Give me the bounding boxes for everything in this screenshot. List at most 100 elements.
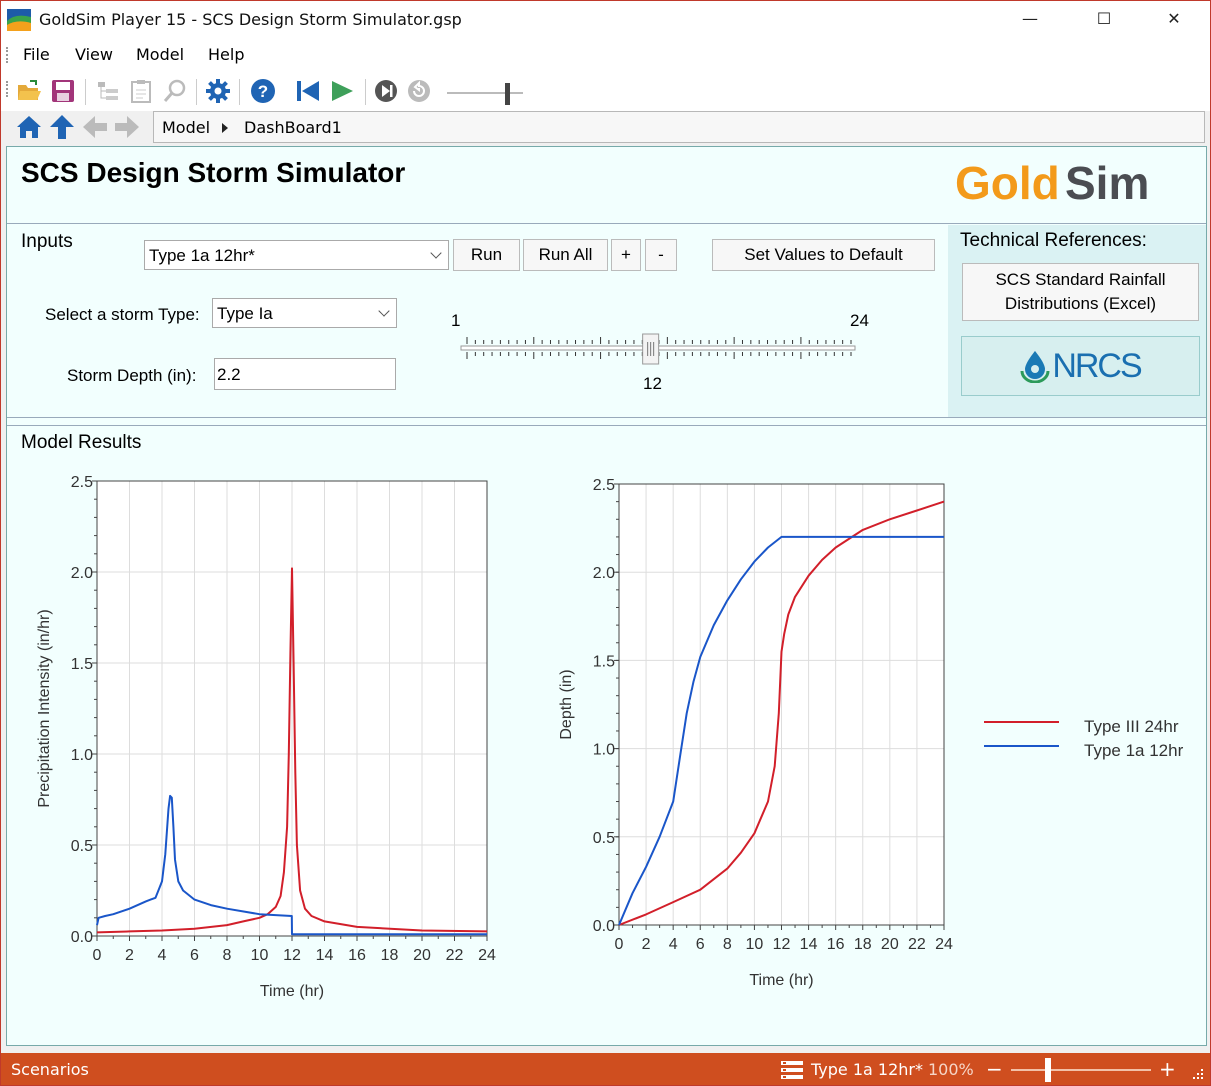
- zoom-in-button[interactable]: +: [1159, 1057, 1176, 1081]
- technical-references-label: Technical References:: [960, 230, 1147, 251]
- speed-slider[interactable]: [447, 83, 523, 105]
- forward-arrow-icon[interactable]: [113, 113, 141, 141]
- storm-type-dropdown[interactable]: Type Ia: [212, 298, 397, 328]
- x-tick-label: 8: [223, 947, 232, 964]
- run-button[interactable]: Run: [453, 239, 520, 271]
- legend-type-iii: Type III 24hr: [1084, 717, 1179, 736]
- active-scenario-label: Type 1a 12hr*: [811, 1060, 923, 1079]
- run-icon[interactable]: [328, 77, 356, 105]
- step-icon[interactable]: [372, 77, 400, 105]
- water-drop-icon: [1020, 351, 1050, 383]
- x-tick-label: 24: [478, 947, 496, 964]
- run-all-button[interactable]: Run All: [523, 239, 608, 271]
- logo-sim-text: Sim: [1065, 157, 1149, 207]
- open-folder-icon[interactable]: [15, 77, 43, 105]
- set-default-button[interactable]: Set Values to Default: [712, 239, 935, 271]
- plot-frame: [96, 480, 488, 937]
- y-tick-label: 0.5: [71, 838, 93, 855]
- inputs-section-label: Inputs: [21, 231, 73, 252]
- scenarios-status-label[interactable]: Scenarios: [11, 1060, 89, 1079]
- up-arrow-icon[interactable]: [48, 113, 76, 141]
- x-tick-label: 6: [696, 936, 705, 953]
- minimize-button[interactable]: —: [1022, 9, 1038, 28]
- window-title: GoldSim Player 15 - SCS Design Storm Sim…: [39, 10, 462, 29]
- home-icon[interactable]: [15, 113, 43, 141]
- x-tick-label: 2: [125, 947, 134, 964]
- slider-thumb[interactable]: [642, 333, 660, 365]
- storm-depth-input[interactable]: 2.2: [214, 358, 396, 390]
- breadcrumb-separator-icon[interactable]: [222, 123, 228, 133]
- scenario-dropdown[interactable]: Type 1a 12hr*: [144, 240, 449, 270]
- y-tick-label: 0.0: [71, 929, 93, 946]
- chevron-down-icon: [430, 247, 442, 259]
- x-tick-label: 12: [283, 947, 301, 964]
- model-results-label: Model Results: [21, 432, 142, 453]
- zoom-slider[interactable]: [1011, 1069, 1151, 1071]
- chart-legend: Type III 24hr Type 1a 12hr: [984, 717, 1184, 760]
- x-tick-label: 20: [881, 936, 899, 953]
- technical-references-panel: Technical References: SCS Standard Rainf…: [948, 225, 1206, 417]
- scenario-dropdown-value: Type 1a 12hr*: [149, 246, 255, 265]
- help-icon[interactable]: ?: [249, 77, 277, 105]
- x-tick-label: 10: [746, 936, 764, 953]
- navigation-bar: Model DashBoard1: [1, 111, 1210, 145]
- scs-distributions-excel-button[interactable]: SCS Standard Rainfall Distributions (Exc…: [962, 263, 1199, 321]
- slider-max-label: 24: [850, 311, 869, 330]
- menu-help[interactable]: Help: [208, 45, 245, 64]
- nrcs-link-button[interactable]: NRCS: [961, 336, 1200, 396]
- reset-icon[interactable]: [405, 77, 433, 105]
- series-line-type-1a-12hr: [96, 794, 487, 936]
- y-tick-label: 2.0: [593, 565, 615, 582]
- zoom-slider-thumb[interactable]: [1045, 1058, 1051, 1082]
- close-button[interactable]: ✕: [1167, 9, 1181, 28]
- storm-type-label: Select a storm Type:: [45, 305, 200, 324]
- y-tick-label: 1.0: [593, 742, 615, 759]
- breadcrumb-dashboard[interactable]: DashBoard1: [244, 118, 342, 137]
- add-scenario-button[interactable]: +: [611, 239, 641, 271]
- speed-slider-thumb[interactable]: [505, 83, 510, 105]
- back-arrow-icon[interactable]: [81, 113, 109, 141]
- save-icon[interactable]: [49, 77, 77, 105]
- status-bar: Scenarios Type 1a 12hr* 100% − +: [1, 1053, 1210, 1085]
- series-line-type-iii-24hr: [618, 500, 945, 926]
- menu-view[interactable]: View: [75, 45, 113, 64]
- x-tick-label: 4: [669, 936, 678, 953]
- clipboard-icon[interactable]: [127, 77, 155, 105]
- y-tick-label: 1.5: [593, 653, 615, 670]
- slider-min-label: 1: [451, 311, 461, 330]
- y-tick-label: 0.5: [593, 830, 615, 847]
- goldsim-app-icon: [7, 9, 31, 31]
- menu-file[interactable]: File: [23, 45, 50, 64]
- nrcs-text: NRCS: [1052, 346, 1142, 385]
- toolbar-separator: [85, 79, 86, 105]
- scenario-list-icon[interactable]: [781, 1061, 803, 1079]
- title-bar: GoldSim Player 15 - SCS Design Storm Sim…: [1, 1, 1210, 39]
- storm-duration-slider[interactable]: [459, 333, 859, 367]
- precipitation-intensity-chart: 0 2 4 6 8 10 12 14 16 18 20 22 240.00.51.01.52.02.5T…: [36, 474, 496, 1000]
- tree-icon[interactable]: [94, 77, 122, 105]
- logo-gold-text: Gold: [955, 157, 1060, 207]
- zoom-level: 100%: [928, 1060, 974, 1079]
- file-name: - SCS Design Storm Simulator.gsp: [186, 10, 462, 29]
- y-tick-label: 1.0: [71, 747, 93, 764]
- x-tick-label: 10: [251, 947, 269, 964]
- zoom-out-button[interactable]: −: [986, 1057, 1003, 1081]
- breadcrumb: Model DashBoard1: [153, 111, 1205, 143]
- rewind-to-start-icon[interactable]: [294, 77, 322, 105]
- y-tick-label: 1.5: [71, 656, 93, 673]
- resize-grip-icon[interactable]: [1191, 1067, 1205, 1081]
- magnify-icon[interactable]: [161, 77, 189, 105]
- x-tick-label: 22: [908, 936, 926, 953]
- x-axis-label: Time (hr): [260, 983, 324, 1000]
- series-line-type-iii-24hr: [96, 567, 488, 934]
- cumulative-depth-chart: 0 2 4 6 8 10 12 14 16 18 20 22 240.00.51.01.52.02.5T…: [558, 477, 953, 989]
- maximize-button[interactable]: ☐: [1096, 9, 1112, 28]
- x-tick-label: 14: [800, 936, 818, 953]
- settings-gear-icon[interactable]: [204, 77, 232, 105]
- menu-model[interactable]: Model: [136, 45, 185, 64]
- app-name: GoldSim Player 15: [39, 10, 187, 29]
- toolbar: ?: [1, 71, 1210, 111]
- breadcrumb-model[interactable]: Model: [162, 118, 211, 137]
- remove-scenario-button[interactable]: -: [645, 239, 677, 271]
